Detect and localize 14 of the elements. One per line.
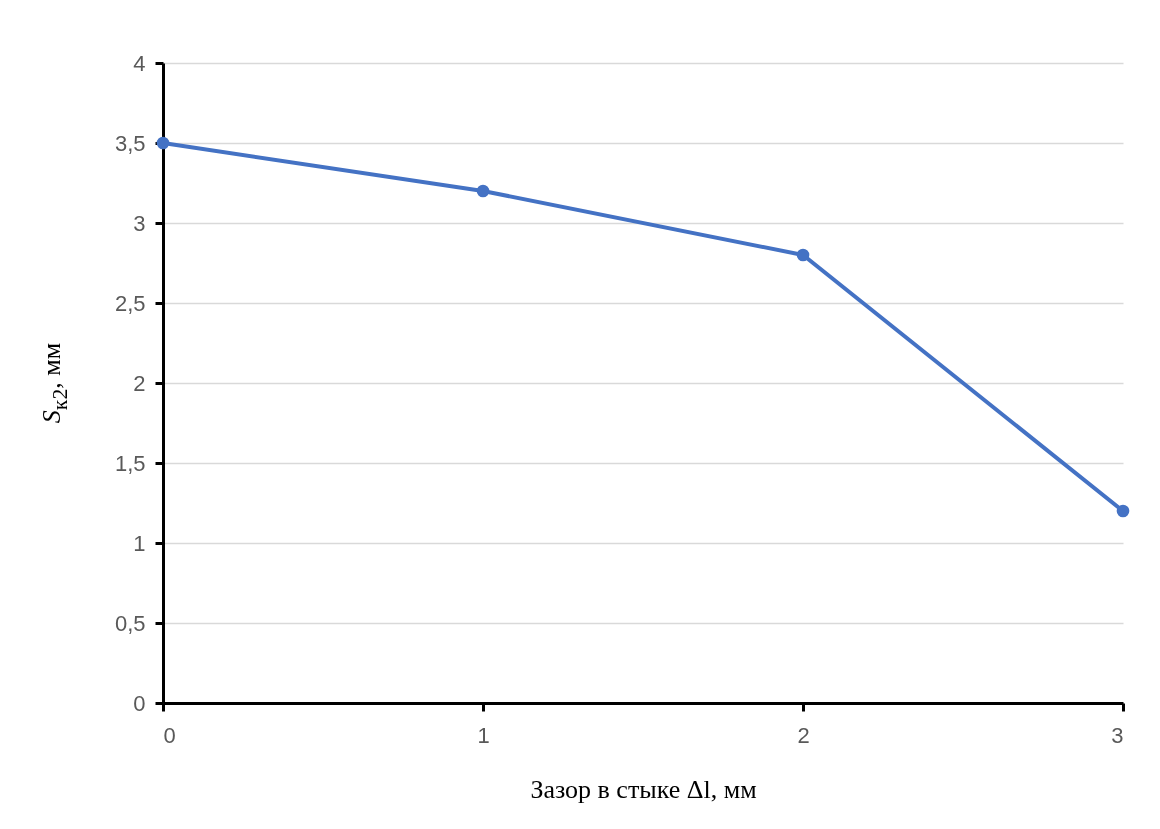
y-tick-label: 0,5 [114,610,146,636]
y-tick-label: 1,5 [114,450,146,476]
y-tick-label: 2,5 [114,290,146,316]
y-tick-label: 1 [133,530,146,556]
x-tick-label: 0 [163,722,176,748]
y-tick-label: 3 [133,210,146,236]
x-axis-title: Зазор в стыке Δl, мм [530,774,757,804]
x-tick-label: 3 [1111,722,1124,748]
x-tick-label: 2 [797,722,810,748]
x-tick-label: 1 [477,722,490,748]
y-tick-label: 3,5 [114,130,146,156]
y-tick-label: 0 [133,690,146,716]
y-tick-label: 2 [133,370,146,396]
y-tick-label: 4 [133,50,146,76]
